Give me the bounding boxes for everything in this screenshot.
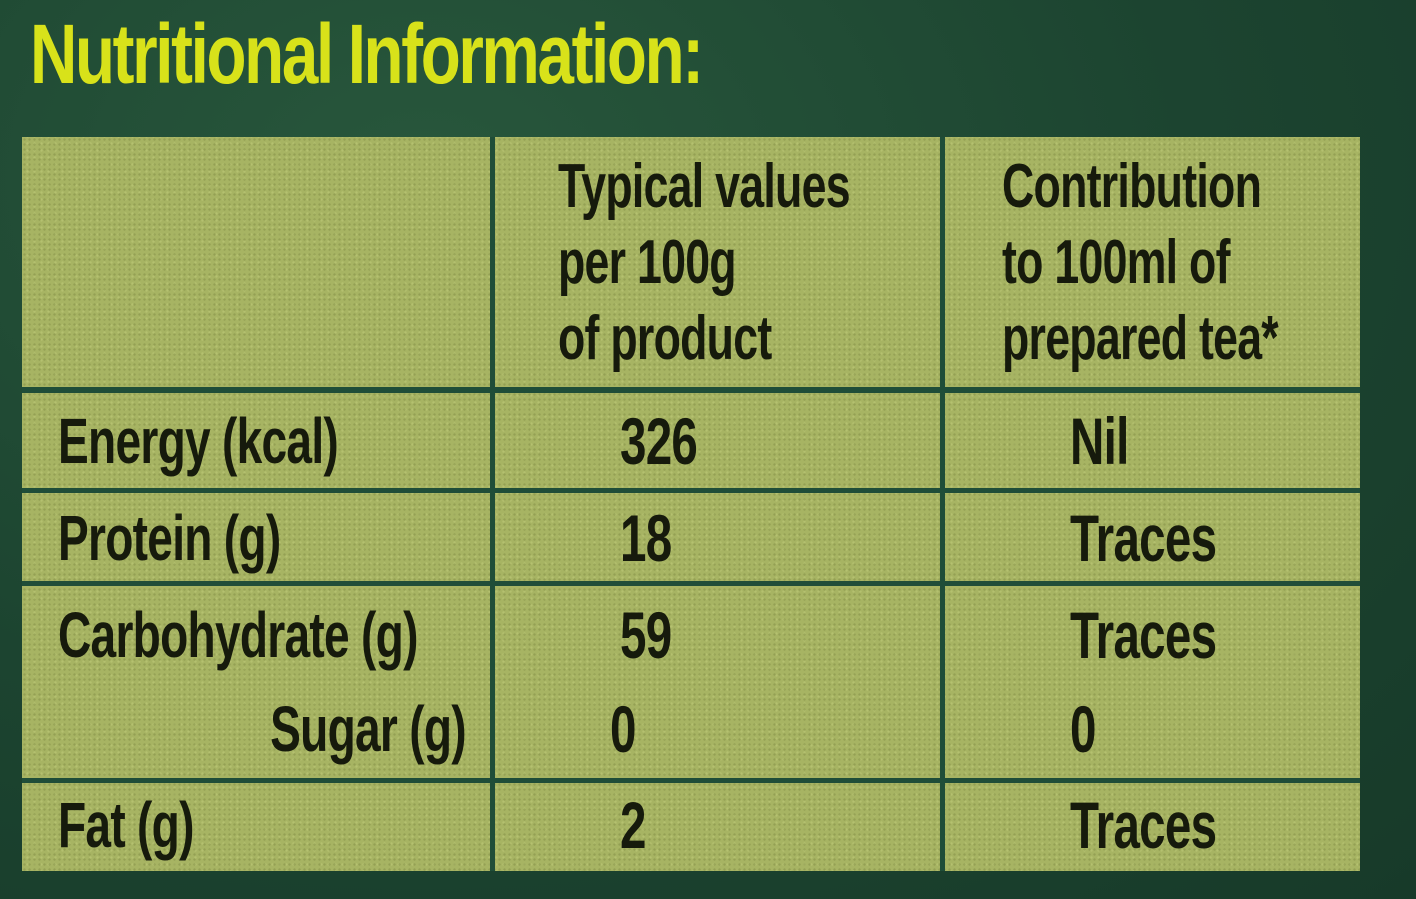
- value-carbohydrate-per100ml: Traces: [1070, 598, 1217, 672]
- value-sugar-per100g: 0: [610, 692, 636, 766]
- column-divider: [490, 137, 495, 871]
- header-contribution-line2: to 100ml of: [1002, 228, 1230, 297]
- value-carbohydrate-per100g: 59: [620, 598, 672, 672]
- column-divider: [940, 137, 945, 871]
- header-typical-values-line1: Typical values: [558, 152, 851, 221]
- row-divider: [22, 488, 1360, 493]
- nutrition-table: Typical values per 100g of product Contr…: [22, 137, 1360, 871]
- value-sugar-per100ml: 0: [1070, 692, 1096, 766]
- header-contribution-line1: Contribution: [1002, 152, 1262, 221]
- header-typical-values-line3: of product: [558, 304, 772, 373]
- row-label-fat: Fat (g): [58, 789, 194, 861]
- row-label-protein: Protein (g): [58, 502, 281, 574]
- row-label-sugar: Sugar (g): [270, 693, 466, 765]
- row-divider: [22, 581, 1360, 586]
- row-divider: [22, 387, 1360, 393]
- value-protein-per100g: 18: [620, 501, 672, 575]
- value-energy-per100ml: Nil: [1070, 404, 1129, 478]
- header-contribution-line3: prepared tea*: [1002, 304, 1279, 373]
- page-title: Nutritional Information:: [30, 7, 704, 101]
- row-label-carbohydrate: Carbohydrate (g): [58, 599, 418, 671]
- value-energy-per100g: 326: [620, 404, 698, 478]
- value-fat-per100g: 2: [620, 788, 646, 862]
- row-label-energy: Energy (kcal): [58, 405, 339, 477]
- header-typical-values-line2: per 100g: [558, 228, 737, 297]
- value-fat-per100ml: Traces: [1070, 788, 1217, 862]
- value-protein-per100ml: Traces: [1070, 501, 1217, 575]
- row-divider: [22, 778, 1360, 783]
